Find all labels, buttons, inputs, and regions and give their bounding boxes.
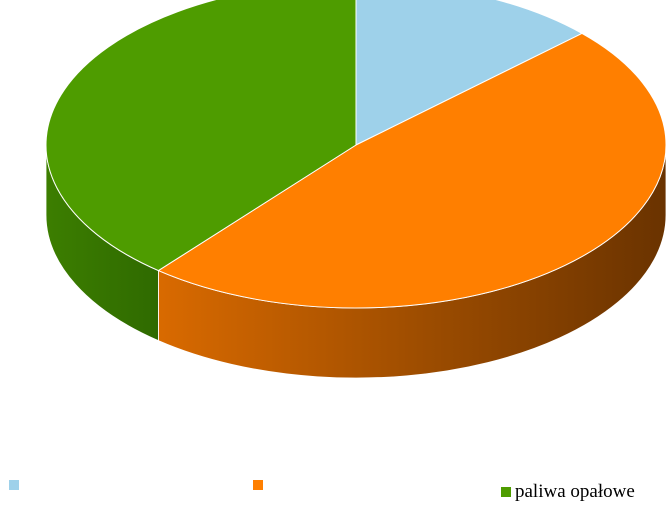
legend-swatch [253, 480, 263, 490]
pie-tops [45, 0, 667, 309]
pie-slice [157, 32, 667, 309]
legend-label: paliwa opałowe [515, 481, 635, 502]
legend-entry [9, 480, 23, 490]
legend-entry: paliwa opałowe [501, 480, 635, 504]
legend-swatch [9, 480, 19, 490]
chart-legend: paliwa opałowe [0, 480, 671, 504]
legend-swatch [501, 487, 511, 497]
pie-slice [355, 0, 584, 146]
pie-slice [45, 0, 357, 272]
legend-entry [253, 480, 267, 490]
